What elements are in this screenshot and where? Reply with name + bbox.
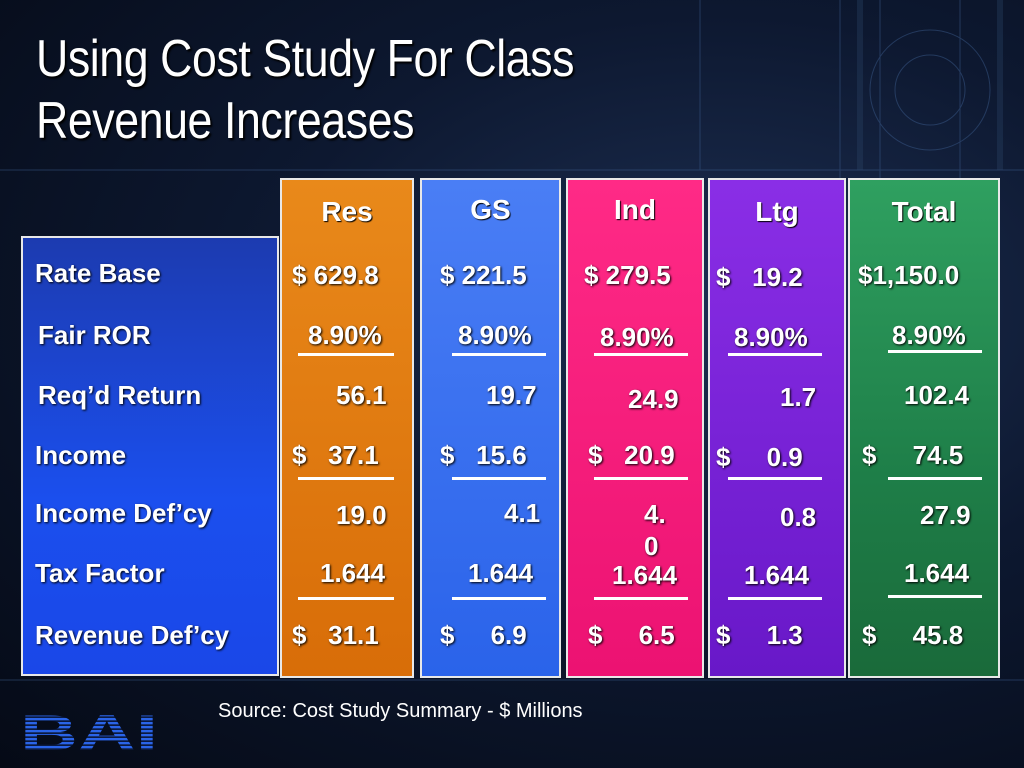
column-header-ind: Ind xyxy=(614,194,656,225)
ind-column-panel xyxy=(566,178,704,678)
row-label-fair-ror: Fair ROR xyxy=(38,320,151,350)
total-income-defcy: 27.9 xyxy=(920,500,971,530)
row-label-revenue-defcy: Revenue Def’cy xyxy=(35,620,230,650)
labels-panel xyxy=(21,236,279,676)
res-revenue-defcy: $ 31.1 xyxy=(292,620,379,650)
gs-underline-fair-ror xyxy=(452,353,546,356)
total-fair-ror: 8.90% xyxy=(892,320,966,350)
gs-column-panel xyxy=(420,178,561,678)
total-income: $ 74.5 xyxy=(862,440,964,470)
row-label-income-defcy: Income Def’cy xyxy=(35,498,212,528)
ltg-income-defcy: 0.8 xyxy=(780,502,817,532)
svg-text:BAI: BAI xyxy=(20,710,158,754)
column-header-total: Total xyxy=(891,196,957,227)
ltg-fair-ror: 8.90% xyxy=(734,322,808,352)
res-tax-factor: 1.644 xyxy=(320,558,386,588)
total-underline-tax-factor xyxy=(888,595,982,598)
gs-underline-income xyxy=(452,477,546,480)
row-label-reqd-return: Req’d Return xyxy=(38,380,202,410)
gs-income-defcy: 4.1 xyxy=(504,498,541,528)
ind-revenue-defcy: $ 6.5 xyxy=(588,620,675,650)
ltg-underline-fair-ror xyxy=(728,353,822,356)
total-revenue-defcy: $ 45.8 xyxy=(862,620,964,650)
ltg-underline-tax-factor xyxy=(728,597,822,600)
column-header-gs: GS xyxy=(470,194,511,225)
res-reqd-return: 56.1 xyxy=(336,380,387,410)
total-underline-fair-ror xyxy=(888,350,982,353)
gs-revenue-defcy: $ 6.9 xyxy=(440,620,527,650)
title-line-1: Using Cost Study For Class xyxy=(36,30,575,88)
ind-fair-ror: 8.90% xyxy=(600,322,674,352)
column-header-res: Res xyxy=(321,196,373,227)
ind-underline-tax-factor xyxy=(594,597,688,600)
gs-tax-factor: 1.644 xyxy=(468,558,534,588)
ind-tax-factor: 1.644 xyxy=(612,560,678,590)
res-underline-tax-factor xyxy=(298,597,394,600)
total-rate-base: $1,150.0 xyxy=(858,260,960,290)
total-reqd-return: 102.4 xyxy=(904,380,970,410)
row-label-rate-base: Rate Base xyxy=(35,258,161,288)
ind-income: $ 20.9 xyxy=(588,440,675,470)
gs-fair-ror: 8.90% xyxy=(458,320,532,350)
res-rate-base: $ 629.8 xyxy=(292,260,379,290)
total-column-panel xyxy=(848,178,1000,678)
bai-logo: BAI xyxy=(20,710,158,754)
total-tax-factor: 1.644 xyxy=(904,558,970,588)
ltg-rate-base: $ 19.2 xyxy=(716,262,803,292)
row-label-tax-factor: Tax Factor xyxy=(35,558,165,588)
ind-income-defcy: 4.0 xyxy=(644,499,666,561)
ind-reqd-return: 24.9 xyxy=(628,384,679,414)
gs-income: $ 15.6 xyxy=(440,440,527,470)
ltg-tax-factor: 1.644 xyxy=(744,560,810,590)
ltg-income: $ 0.9 xyxy=(716,442,803,472)
ltg-revenue-defcy: $ 1.3 xyxy=(716,620,803,650)
gs-reqd-return: 19.7 xyxy=(486,380,537,410)
res-income-defcy: 19.0 xyxy=(336,500,387,530)
row-label-income: Income xyxy=(35,440,127,470)
res-income: $ 37.1 xyxy=(292,440,379,470)
ind-underline-income xyxy=(594,477,688,480)
total-underline-income xyxy=(888,477,982,480)
source-note: Source: Cost Study Summary - $ Millions xyxy=(218,700,583,722)
ltg-reqd-return: 1.7 xyxy=(780,382,817,412)
ind-rate-base: $ 279.5 xyxy=(584,260,671,290)
res-fair-ror: 8.90% xyxy=(308,320,382,350)
gs-rate-base: $ 221.5 xyxy=(440,260,527,290)
gs-underline-tax-factor xyxy=(452,597,546,600)
ltg-underline-income xyxy=(728,477,822,480)
ltg-column-panel xyxy=(708,178,846,678)
title-line-2: Revenue Increases xyxy=(36,92,415,150)
column-header-ltg: Ltg xyxy=(755,196,799,227)
ind-underline-fair-ror xyxy=(594,353,688,356)
res-underline-income xyxy=(298,477,394,480)
res-column-panel xyxy=(280,178,414,678)
slide-title: Using Cost Study For Class Revenue Incre… xyxy=(36,28,574,152)
res-underline-fair-ror xyxy=(298,353,394,356)
